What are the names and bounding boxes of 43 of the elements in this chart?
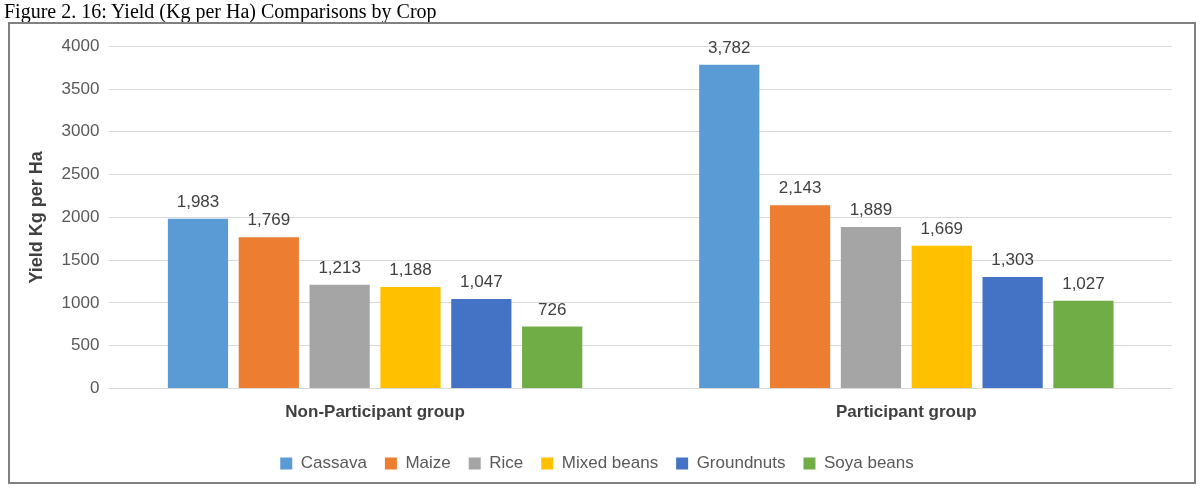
bar bbox=[840, 226, 902, 389]
y-tick-label: 1000 bbox=[61, 292, 100, 312]
x-tick-label: Non-Participant group bbox=[285, 402, 465, 422]
data-label: 1,213 bbox=[318, 257, 361, 277]
data-label: 1,983 bbox=[176, 192, 220, 212]
data-label: 1,027 bbox=[1062, 273, 1105, 293]
data-label: 1,047 bbox=[460, 272, 503, 292]
bar bbox=[309, 284, 370, 389]
data-label: 1,188 bbox=[389, 260, 432, 280]
y-tick-label: 500 bbox=[71, 335, 100, 355]
bar bbox=[911, 245, 972, 389]
y-tick-label: 0 bbox=[89, 378, 100, 398]
legend-label: Cassava bbox=[300, 453, 368, 473]
bar bbox=[167, 218, 229, 389]
bar bbox=[451, 298, 512, 389]
x-tick-label: Participant group bbox=[835, 402, 977, 422]
y-tick-label: 1500 bbox=[61, 249, 100, 269]
bar bbox=[982, 277, 1043, 389]
bar bbox=[238, 237, 299, 389]
data-label: 1,669 bbox=[920, 218, 964, 238]
data-label: 1,889 bbox=[849, 200, 893, 220]
bar bbox=[769, 205, 831, 389]
legend-label: Groundnuts bbox=[696, 453, 786, 473]
bar bbox=[522, 326, 583, 389]
legend-label: Rice bbox=[489, 453, 524, 473]
y-tick-label: 4000 bbox=[61, 35, 100, 55]
y-tick-label: 3000 bbox=[61, 121, 100, 141]
y-tick-label: 3500 bbox=[61, 78, 100, 98]
bar bbox=[1053, 300, 1114, 389]
chart-title: Figure 2. 16: Yield (Kg per Ha) Comparisons by Crop bbox=[3, 0, 438, 22]
data-label: 1,303 bbox=[991, 250, 1034, 270]
legend-label: Maize bbox=[405, 453, 451, 473]
data-label: 2,143 bbox=[778, 178, 822, 198]
y-tick-label: 2000 bbox=[61, 207, 100, 227]
data-label: 726 bbox=[537, 299, 567, 319]
legend-label: Soya beans bbox=[823, 453, 914, 473]
y-tick-label: 2500 bbox=[61, 164, 100, 184]
data-label: 1,769 bbox=[247, 210, 291, 230]
legend-label: Mixed beans bbox=[561, 453, 659, 473]
bar bbox=[380, 286, 441, 389]
y-axis-title: Yield Kg per Ha bbox=[25, 150, 46, 284]
bar bbox=[699, 64, 760, 389]
data-label: 3,782 bbox=[707, 38, 751, 58]
